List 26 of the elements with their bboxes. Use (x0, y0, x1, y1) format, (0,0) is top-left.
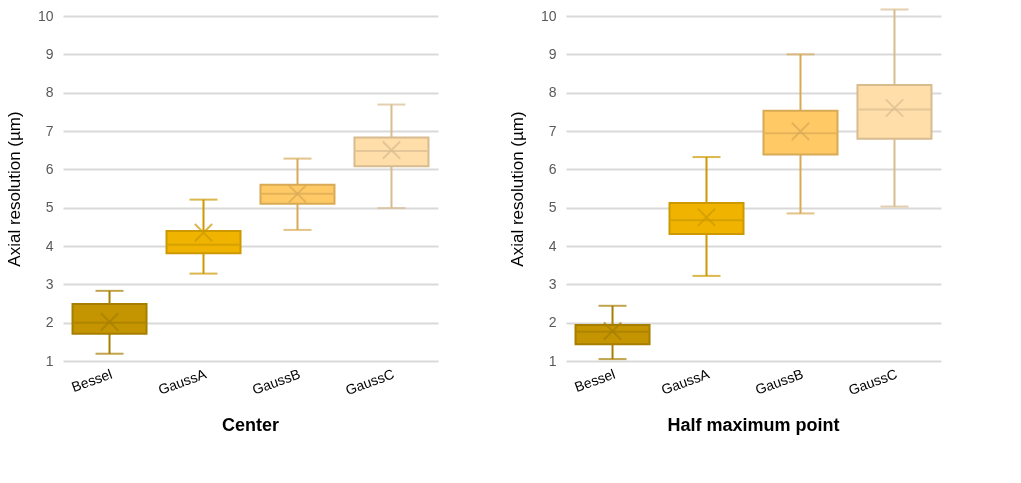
y-tick-label: 9 (45, 45, 54, 62)
y-tick-label: 8 (45, 84, 54, 101)
y-axis-title: Axial resolution (µm) (4, 111, 24, 267)
y-tick-label: 8 (548, 84, 557, 101)
y-tick-label: 3 (548, 275, 557, 292)
y-tick-label: 10 (540, 7, 557, 24)
y-tick-label: 4 (45, 237, 54, 254)
y-tick-label: 9 (548, 45, 557, 62)
y-axis-title: Axial resolution (µm) (507, 111, 527, 267)
y-tick-label: 10 (37, 7, 54, 24)
x-tick-label: Bessel (69, 365, 115, 396)
y-tick-label: 5 (548, 199, 557, 216)
y-tick-label: 5 (45, 199, 54, 216)
y-tick-label: 7 (45, 122, 54, 139)
text: Center (221, 415, 280, 436)
y-tick-label: 3 (45, 275, 54, 292)
y-tick-label: 2 (548, 314, 557, 331)
text: Half maximum point (667, 415, 840, 436)
y-tick-label: 1 (45, 352, 54, 369)
y-tick-label: 6 (45, 160, 54, 177)
y-tick-label: 4 (548, 237, 557, 254)
x-tick-label: Bessel (572, 365, 618, 396)
y-tick-label: 1 (548, 352, 557, 369)
y-tick-label: 2 (45, 314, 54, 331)
y-tick-label: 7 (548, 122, 557, 139)
y-tick-label: 6 (548, 160, 557, 177)
